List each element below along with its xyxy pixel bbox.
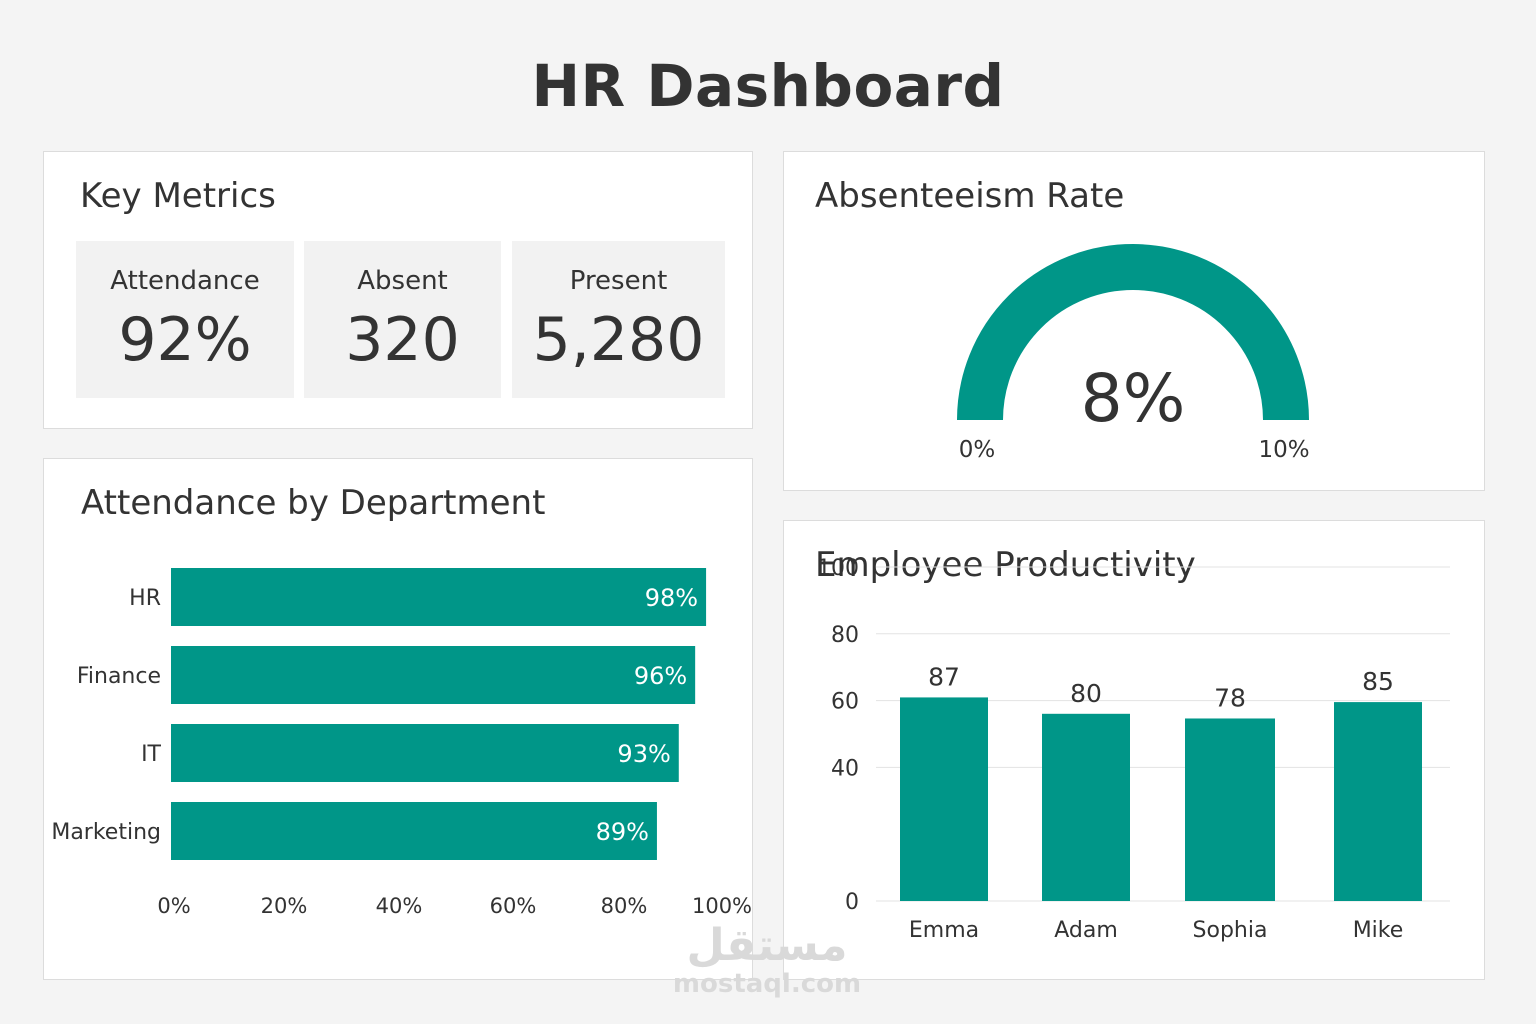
department-x-tick: 80% — [601, 894, 648, 918]
watermark-logo: مستقل mostaql.com — [672, 920, 862, 999]
metric-label: Attendance — [110, 266, 260, 296]
department-value-label: 93% — [617, 740, 670, 768]
department-x-tick: 0% — [157, 894, 190, 918]
department-bar — [171, 724, 679, 782]
department-value-label: 98% — [645, 584, 698, 612]
productivity-bar — [900, 697, 988, 901]
department-x-tick: 60% — [490, 894, 537, 918]
department-x-tick: 20% — [261, 894, 308, 918]
productivity-y-tick: 0 — [845, 890, 859, 915]
productivity-y-tick: 80 — [831, 623, 859, 648]
department-x-tick: 40% — [376, 894, 423, 918]
metric-value: 5,280 — [532, 305, 705, 375]
productivity-bar — [1334, 702, 1422, 901]
department-bar — [171, 568, 707, 626]
absenteeism-card: Absenteeism Rate 8% 0% 10% — [783, 151, 1485, 491]
metric-tile-present: Present 5,280 — [512, 241, 725, 398]
productivity-category-label: Adam — [1054, 918, 1118, 943]
department-category-label: Finance — [77, 664, 161, 689]
productivity-value-label: 87 — [928, 662, 960, 691]
department-value-label: 89% — [596, 818, 649, 846]
department-x-tick: 100% — [692, 894, 752, 918]
productivity-chart-title: Employee Productivity — [815, 545, 1196, 585]
page-title: HR Dashboard — [531, 52, 1005, 120]
metric-value: 320 — [345, 305, 460, 375]
productivity-y-tick: 100 — [817, 556, 859, 581]
department-category-label: Marketing — [51, 820, 161, 845]
metric-label: Present — [569, 266, 668, 296]
metric-tile-absent: Absent 320 — [304, 241, 501, 398]
metric-tile-attendance: Attendance 92% — [76, 241, 294, 398]
productivity-y-tick: 40 — [831, 756, 859, 781]
productivity-category-label: Mike — [1353, 918, 1404, 943]
department-bar — [171, 802, 657, 860]
department-category-label: HR — [129, 586, 161, 611]
department-chart-title: Attendance by Department — [81, 483, 546, 523]
absenteeism-gauge: 8% 0% 10% — [957, 244, 1310, 463]
metric-value: 92% — [118, 305, 252, 375]
gauge-max-label: 10% — [1258, 437, 1309, 463]
productivity-bar — [1042, 713, 1130, 901]
productivity-bar-chart: 0 40 60 80 100 87 Emma 80 Adam 78 Sophia 85 Mike — [817, 556, 1450, 943]
gauge-min-label: 0% — [959, 437, 996, 463]
gauge-arc — [957, 244, 1309, 421]
department-bar — [171, 646, 696, 704]
metric-label: Absent — [357, 266, 448, 296]
productivity-value-label: 78 — [1214, 683, 1246, 712]
absenteeism-title: Absenteeism Rate — [815, 176, 1125, 216]
productivity-y-tick: 60 — [831, 690, 859, 715]
productivity-category-label: Emma — [909, 918, 979, 943]
productivity-value-label: 80 — [1070, 679, 1102, 708]
department-bar-chart: HR 98% Finance 96% IT 93% Marketing 89% 0% 20% 40%… — [51, 568, 752, 918]
key-metrics-card: Key Metrics Attendance 92% Absent 320 Pr… — [43, 151, 753, 429]
key-metrics-title: Key Metrics — [80, 176, 276, 216]
attendance-by-department-card: Attendance by Department HR 98% Finance 96%… — [43, 458, 753, 980]
department-category-label: IT — [141, 742, 161, 767]
productivity-value-label: 85 — [1362, 667, 1394, 696]
employee-productivity-card: Employee Productivity 0 40 60 80 100 87 Emma 80… — [783, 520, 1485, 980]
department-value-label: 96% — [634, 662, 687, 690]
gauge-value: 8% — [1081, 360, 1186, 437]
productivity-category-label: Sophia — [1193, 918, 1268, 943]
productivity-bar — [1185, 718, 1275, 901]
